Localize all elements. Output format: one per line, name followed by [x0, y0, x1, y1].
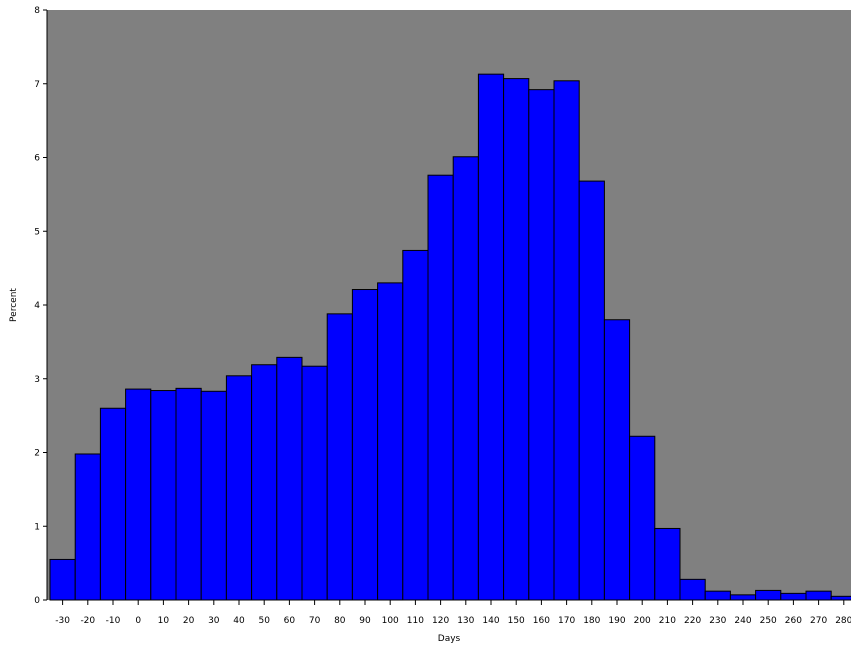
- y-tick-label: 0: [34, 596, 40, 606]
- y-tick-label: 2: [34, 449, 40, 459]
- bar-60: [276, 356, 303, 601]
- bar-50: [251, 364, 278, 601]
- x-tick-label: 110: [407, 616, 424, 626]
- bar-140: [477, 73, 505, 601]
- x-tick-label: 270: [810, 616, 827, 626]
- bar-20: [175, 387, 202, 601]
- bar-150: [503, 78, 530, 601]
- bar-260: [780, 592, 807, 601]
- bar-190: [603, 319, 631, 601]
- bar--10: [99, 407, 127, 601]
- bar-40: [225, 375, 253, 601]
- bar-200: [629, 435, 656, 601]
- y-tick-label: 8: [34, 6, 40, 16]
- x-tick-label: 20: [183, 616, 195, 626]
- x-tick-label: 0: [135, 616, 141, 626]
- bar-80: [326, 313, 353, 601]
- y-tick-label: 7: [34, 80, 40, 90]
- x-tick-label: 190: [608, 616, 625, 626]
- x-tick-label: 230: [709, 616, 726, 626]
- x-tick-label: 280: [835, 616, 851, 626]
- x-tick-label: 40: [233, 616, 245, 626]
- y-axis-title: Percent: [9, 288, 19, 322]
- x-tick-label: 50: [258, 616, 270, 626]
- bar-0: [125, 388, 152, 601]
- bar-240: [729, 594, 757, 601]
- x-tick-label: 180: [583, 616, 600, 626]
- bar-100: [377, 282, 404, 601]
- bar-270: [805, 590, 832, 601]
- bar-230: [704, 590, 731, 601]
- x-tick-label: 100: [382, 616, 399, 626]
- x-axis-title: Days: [438, 634, 461, 644]
- x-tick-label: -20: [80, 616, 95, 626]
- bar-10: [150, 390, 177, 601]
- x-tick-label: 250: [760, 616, 777, 626]
- x-tick-label: -10: [106, 616, 121, 626]
- x-tick-label: 170: [558, 616, 575, 626]
- x-tick-label: 210: [659, 616, 676, 626]
- bar-170: [553, 80, 580, 601]
- bar-280: [830, 595, 851, 601]
- x-tick-label: 90: [359, 616, 371, 626]
- bar-120: [427, 174, 454, 601]
- x-tick-label: 80: [334, 616, 346, 626]
- bar-30: [200, 390, 227, 601]
- y-axis: 0 1 2 3 4 5 6 7 8: [34, 6, 48, 606]
- y-tick-label: 1: [34, 522, 40, 532]
- x-tick-label: 220: [684, 616, 701, 626]
- y-tick-label: 5: [34, 227, 40, 237]
- bar-90: [351, 289, 379, 601]
- bar-160: [528, 89, 555, 601]
- x-tick-label: 160: [533, 616, 550, 626]
- x-tick-label: 240: [734, 616, 751, 626]
- bar-110: [402, 249, 429, 601]
- bar--20: [74, 453, 101, 601]
- x-tick-label: 130: [457, 616, 474, 626]
- x-tick-label: 140: [482, 616, 499, 626]
- x-tick-label: -30: [55, 616, 70, 626]
- x-tick-label: 150: [508, 616, 525, 626]
- y-tick-label: 6: [34, 154, 40, 164]
- bar-70: [301, 365, 328, 601]
- bar-250: [755, 589, 782, 601]
- x-tick-label: 120: [432, 616, 449, 626]
- x-tick-label: 30: [208, 616, 220, 626]
- x-tick-label: 60: [284, 616, 296, 626]
- bar--30: [49, 558, 76, 601]
- bar-130: [452, 156, 479, 601]
- x-tick-label: 10: [158, 616, 170, 626]
- bar-220: [679, 578, 706, 601]
- x-axis: -30 -20 -10 0 10 20 30 40 50 60 70 80 90 100 110 120 130…: [55, 600, 851, 626]
- x-tick-label: 260: [785, 616, 802, 626]
- y-tick-label: 3: [34, 375, 40, 385]
- x-tick-label: 70: [309, 616, 321, 626]
- bar-180: [578, 180, 605, 601]
- y-tick-label: 4: [34, 301, 40, 311]
- bars-group: [49, 73, 851, 601]
- x-tick-label: 200: [634, 616, 651, 626]
- bar-210: [654, 527, 681, 601]
